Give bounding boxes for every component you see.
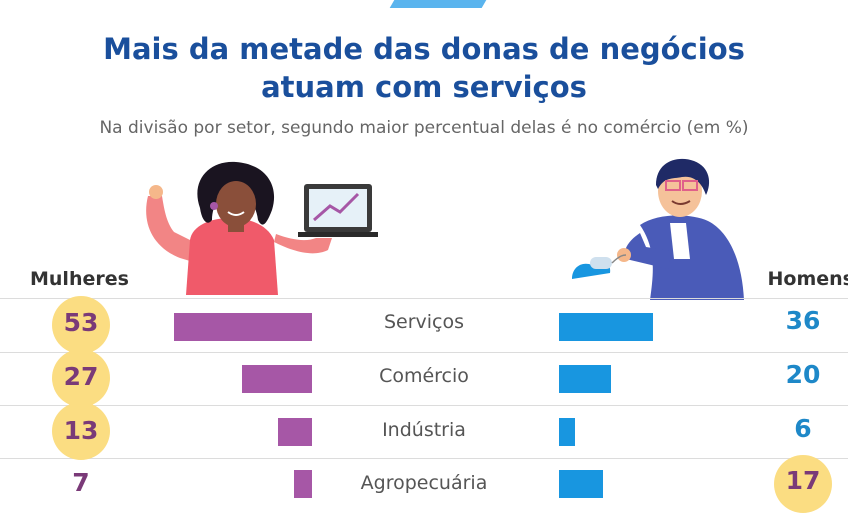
title-line-2: atuam com serviços xyxy=(261,70,587,104)
women-bar-industria xyxy=(278,418,312,446)
category-label-agropecuaria: Agropecuária xyxy=(360,472,488,494)
woman-with-laptop-illustration xyxy=(146,161,378,295)
title-line-1: Mais da metade das donas de negócios xyxy=(103,32,745,66)
chart-title: Mais da metade das donas de negócios atu… xyxy=(0,30,848,106)
row-divider xyxy=(0,405,848,406)
women-value-servicos: 53 xyxy=(63,308,99,337)
row-divider xyxy=(0,298,848,299)
men-value-agropecuaria: 17 xyxy=(785,466,821,495)
men-value-industria: 6 xyxy=(794,414,812,443)
row-divider xyxy=(0,352,848,353)
women-bar-agropecuaria xyxy=(293,470,312,498)
decorative-top-shape xyxy=(389,0,487,8)
category-label-servicos: Serviços xyxy=(383,311,465,333)
men-bar-agropecuaria xyxy=(559,470,604,498)
women-value-comercio: 27 xyxy=(63,362,99,391)
men-bar-servicos xyxy=(559,313,653,341)
men-value-servicos: 36 xyxy=(785,306,821,335)
women-bar-servicos xyxy=(174,313,312,341)
women-value-industria: 13 xyxy=(63,416,99,445)
men-bar-industria xyxy=(559,418,575,446)
men-value-comercio: 20 xyxy=(785,360,821,389)
men-bar-comercio xyxy=(559,365,611,393)
women-column-label: Mulheres xyxy=(30,268,129,290)
chart-subtitle: Na divisão por setor, segundo maior perc… xyxy=(99,118,749,138)
men-column-label: Homens xyxy=(767,268,848,290)
women-highlight-circle-servicos xyxy=(52,296,110,354)
women-highlight-circle-industria xyxy=(52,402,110,460)
women-bar-comercio xyxy=(241,365,312,393)
category-label-industria: Indústria xyxy=(382,419,466,441)
category-label-comercio: Comércio xyxy=(379,365,469,387)
man-with-mouse-illustration xyxy=(572,158,744,300)
women-highlight-circle-comercio xyxy=(52,349,110,407)
row-divider xyxy=(0,458,848,459)
women-value-agropecuaria: 7 xyxy=(72,468,90,497)
